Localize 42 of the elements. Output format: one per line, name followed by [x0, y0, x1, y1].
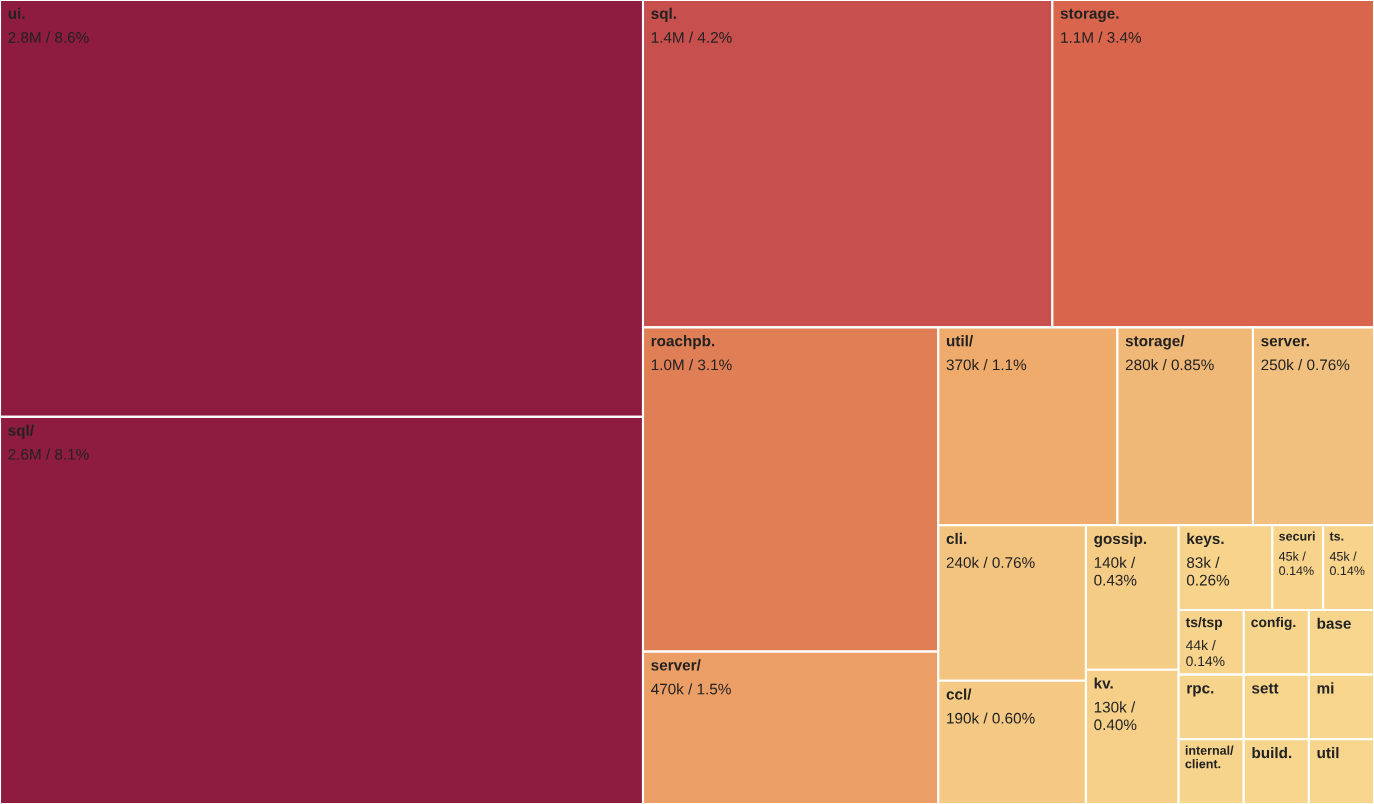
data-label: 45k / 0.14%: [1278, 551, 1314, 576]
data-label: 370k / 1.1%: [946, 359, 1027, 371]
category-label: gossip.: [1094, 532, 1147, 548]
category-label: roachpb.: [651, 335, 715, 350]
data-label: 240k / 0.76%: [946, 556, 1035, 568]
category-label: kv.: [1094, 677, 1113, 689]
category-label: storage.: [1060, 8, 1119, 22]
data-label: 140k / 0.43%: [1094, 556, 1137, 586]
data-label: 470k / 1.5%: [651, 683, 731, 695]
category-label: base: [1317, 617, 1351, 629]
category-label: internal/client.: [1185, 745, 1234, 769]
category-label: ts/tsp: [1185, 616, 1223, 630]
category-label: storage/: [1125, 335, 1185, 350]
data-label: 250k / 0.76%: [1261, 359, 1350, 371]
category-label: sql/: [8, 424, 34, 439]
data-label: 1.4M / 4.2%: [651, 31, 732, 43]
category-label: sett: [1251, 683, 1279, 694]
category-label: server.: [1261, 337, 1309, 347]
data-label: 44k / 0.14%: [1185, 639, 1225, 667]
category-label: mi: [1317, 682, 1334, 694]
data-label: 130k / 0.40%: [1094, 701, 1137, 731]
data-label: 2.8M / 8.6%: [8, 31, 89, 43]
category-label: build.: [1252, 747, 1292, 759]
category-label: ts.: [1329, 532, 1344, 541]
category-label: rpc.: [1187, 685, 1214, 697]
data-label: 1.1M / 3.4%: [1061, 31, 1142, 43]
category-label: securi: [1279, 531, 1315, 541]
category-label: util: [1317, 747, 1339, 759]
data-label: 1.0M / 3.1%: [651, 359, 732, 371]
category-label: ccl/: [946, 688, 972, 700]
data-label: 45k / 0.14%: [1329, 551, 1365, 576]
category-label: keys.: [1187, 532, 1224, 548]
data-label: 190k / 0.60%: [947, 712, 1035, 724]
category-label: ui.: [8, 7, 25, 19]
category-label: config.: [1251, 616, 1296, 630]
category-label: server/: [651, 659, 701, 671]
data-label: 2.6M / 8.1%: [8, 448, 89, 460]
category-label: util/: [946, 335, 973, 347]
category-label: cli.: [946, 532, 967, 545]
data-label: 280k / 0.85%: [1125, 359, 1214, 371]
category-label: sql.: [651, 7, 676, 22]
data-label: 83k / 0.26%: [1186, 556, 1230, 586]
